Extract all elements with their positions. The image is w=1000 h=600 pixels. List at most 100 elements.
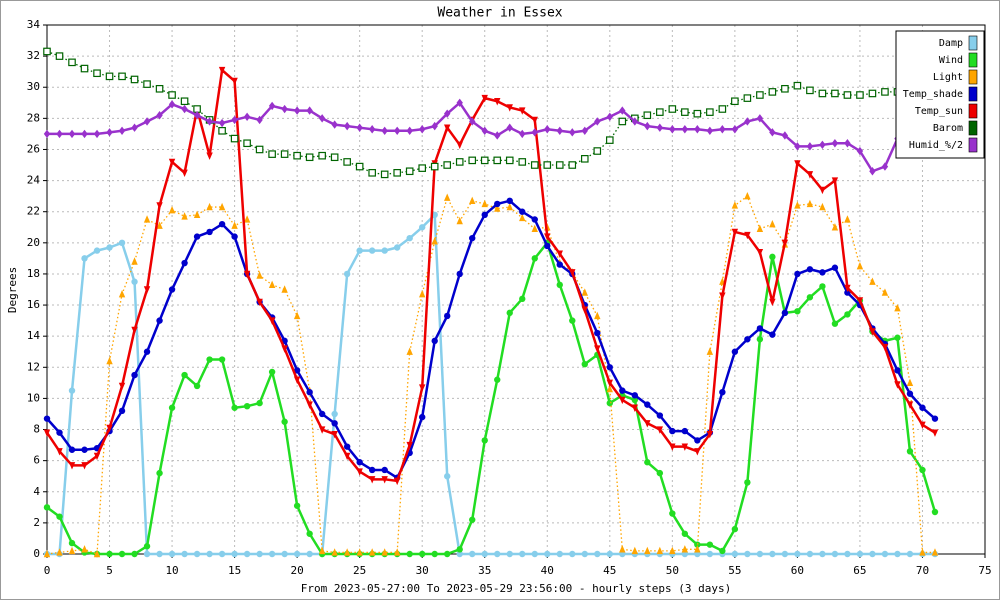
marker	[731, 97, 739, 106]
marker	[519, 550, 526, 558]
marker	[343, 121, 351, 131]
marker	[193, 233, 201, 240]
marker	[218, 356, 226, 363]
marker	[931, 508, 939, 516]
marker	[906, 448, 914, 455]
marker	[656, 426, 664, 434]
marker	[581, 126, 588, 135]
marker	[919, 421, 926, 430]
marker	[431, 337, 438, 345]
marker	[556, 261, 563, 268]
marker	[68, 546, 76, 555]
marker	[469, 196, 476, 205]
x-tick-label: 5	[106, 564, 113, 577]
marker	[418, 164, 427, 172]
marker	[419, 413, 426, 421]
marker	[381, 466, 388, 474]
marker	[56, 548, 63, 556]
marker	[794, 160, 801, 168]
marker	[56, 448, 63, 456]
marker	[544, 125, 551, 134]
marker	[318, 426, 326, 434]
y-tick-label: 34	[27, 18, 41, 31]
marker	[656, 108, 664, 116]
marker	[931, 548, 939, 556]
marker	[231, 77, 238, 86]
marker	[806, 550, 814, 558]
marker	[118, 550, 126, 558]
legend-label: Humid_%/2	[909, 140, 963, 151]
marker	[381, 126, 388, 135]
marker	[381, 476, 388, 484]
marker	[256, 271, 263, 279]
marker	[543, 161, 552, 169]
marker	[894, 367, 901, 374]
legend-label: Wind	[939, 55, 963, 66]
marker	[494, 98, 501, 106]
marker	[768, 88, 777, 96]
marker	[656, 546, 664, 555]
marker	[256, 115, 263, 125]
marker	[131, 371, 138, 379]
marker	[218, 126, 226, 135]
marker	[519, 107, 526, 115]
marker	[231, 550, 238, 558]
marker	[906, 378, 914, 387]
marker	[856, 297, 864, 305]
marker	[481, 550, 488, 558]
marker	[218, 550, 226, 558]
marker	[681, 108, 689, 116]
marker	[131, 326, 138, 335]
marker	[756, 248, 764, 257]
marker	[431, 550, 438, 558]
marker	[619, 106, 626, 115]
marker	[481, 437, 488, 444]
marker	[806, 266, 814, 273]
marker	[268, 280, 276, 289]
marker	[769, 128, 776, 137]
marker	[243, 215, 251, 223]
marker	[456, 550, 463, 558]
marker	[143, 215, 151, 223]
marker	[644, 121, 651, 131]
marker	[881, 550, 889, 558]
marker	[318, 114, 326, 123]
marker	[68, 539, 76, 547]
marker	[306, 388, 313, 396]
marker	[131, 278, 138, 285]
marker	[281, 550, 288, 558]
marker	[43, 504, 51, 511]
marker	[43, 415, 51, 422]
marker	[593, 147, 602, 155]
x-tick-label: 20	[291, 564, 304, 577]
marker	[343, 452, 351, 461]
marker	[794, 270, 801, 278]
marker	[681, 545, 689, 553]
marker	[756, 325, 764, 332]
marker	[331, 420, 338, 427]
marker	[255, 145, 264, 154]
y-tick-label: 0	[33, 547, 40, 560]
marker	[68, 446, 76, 453]
marker	[881, 343, 889, 352]
legend-label: Barom	[933, 123, 963, 134]
marker	[143, 348, 151, 355]
y-tick-label: 10	[27, 391, 40, 404]
marker	[118, 126, 126, 135]
marker	[56, 129, 63, 139]
legend-label: Light	[933, 72, 963, 83]
marker	[868, 89, 877, 98]
marker	[719, 547, 726, 555]
x-tick-label: 25	[353, 564, 366, 577]
marker	[218, 202, 226, 211]
marker	[731, 348, 739, 355]
marker	[844, 139, 851, 148]
marker	[343, 270, 351, 278]
marker	[581, 306, 588, 314]
marker	[43, 429, 51, 437]
marker	[206, 228, 213, 236]
marker	[180, 97, 189, 106]
marker	[330, 153, 339, 162]
marker	[444, 312, 451, 320]
